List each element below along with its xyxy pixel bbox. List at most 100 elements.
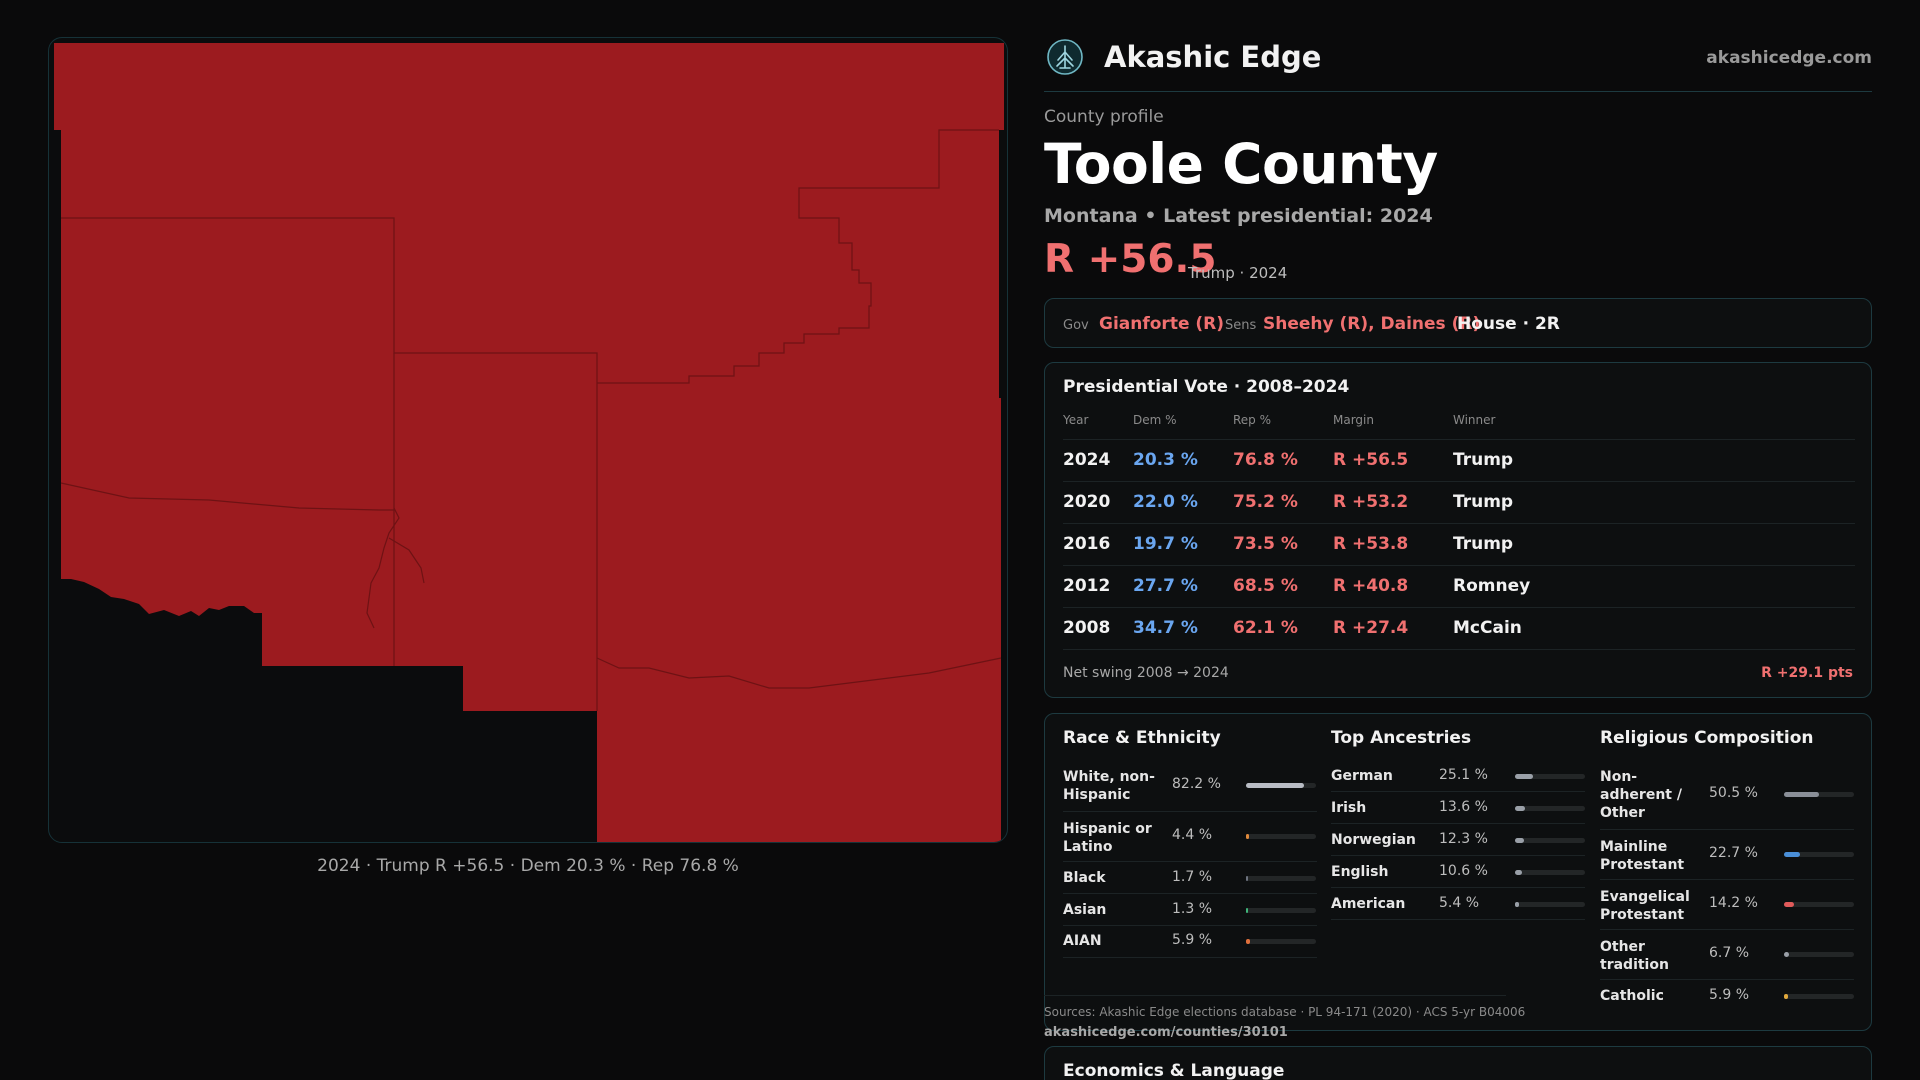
ancestry-pct: 13.6 %: [1439, 799, 1488, 815]
cell-winner: Trump: [1453, 534, 1514, 554]
cell-year: 2016: [1063, 534, 1111, 554]
ancestry-bar-fill: [1515, 838, 1524, 843]
headline-margin: R +56.5: [1044, 237, 1217, 282]
table-row[interactable]: 2020 22.0 % 75.2 % R +53.2 Trump: [1063, 482, 1855, 524]
cell-rep: 62.1 %: [1233, 618, 1298, 638]
ancestry-bar-fill: [1515, 870, 1523, 875]
cell-margin: R +56.5: [1333, 450, 1409, 470]
religion-bar-fill: [1784, 952, 1789, 957]
cell-margin: R +53.2: [1333, 492, 1409, 512]
cell-winner: McCain: [1453, 618, 1522, 638]
religion-bar-fill: [1784, 852, 1800, 857]
house-value: House · 2R: [1457, 314, 1560, 334]
race-pct: 4.4 %: [1172, 827, 1213, 843]
cell-margin: R +27.4: [1333, 618, 1409, 638]
list-item: Mainline Protestant 22.7 %: [1600, 830, 1854, 880]
race-bar-fill: [1246, 939, 1251, 944]
gov-value: Gianforte (R): [1099, 314, 1225, 334]
race-label: Asian: [1063, 902, 1107, 918]
vote-card-title: Presidential Vote · 2008–2024: [1063, 377, 1350, 397]
list-item: Irish 13.6 %: [1331, 792, 1585, 824]
race-bar: [1246, 908, 1316, 913]
race-bar-fill: [1246, 876, 1249, 881]
ancestry-label: German: [1331, 768, 1393, 784]
ancestry-title: Top Ancestries: [1331, 728, 1472, 748]
list-item: AIAN 5.9 %: [1063, 926, 1317, 958]
officials-bar: Gov Gianforte (R) Sens Sheehy (R), Daine…: [1044, 298, 1872, 348]
list-item: German 25.1 %: [1331, 760, 1585, 792]
brand-url-link[interactable]: akashicedge.com: [1706, 48, 1872, 68]
religion-pct: 6.7 %: [1709, 945, 1750, 961]
ancestry-bar-fill: [1515, 774, 1533, 779]
table-row[interactable]: 2016 19.7 % 73.5 % R +53.8 Trump: [1063, 524, 1855, 566]
race-bar: [1246, 939, 1316, 944]
list-item: Non-adherent / Other 50.5 %: [1600, 760, 1854, 830]
brand-name[interactable]: Akashic Edge: [1104, 40, 1322, 74]
ancestry-bar-fill: [1515, 902, 1519, 907]
net-swing-value: R +29.1 pts: [1761, 665, 1853, 681]
ancestry-bar-fill: [1515, 806, 1525, 811]
religion-title: Religious Composition: [1600, 728, 1814, 748]
list-item: Asian 1.3 %: [1063, 894, 1317, 926]
presidential-vote-card: Presidential Vote · 2008–2024 Year Dem %…: [1044, 362, 1872, 698]
list-item: English 10.6 %: [1331, 856, 1585, 888]
ancestry-bar: [1515, 902, 1585, 907]
county-shape[interactable]: [54, 43, 1004, 843]
religion-bar-fill: [1784, 902, 1794, 907]
ancestry-pct: 5.4 %: [1439, 895, 1480, 911]
subdivision-lines: [60, 129, 1002, 711]
ancestry-pct: 25.1 %: [1439, 767, 1488, 783]
religion-bar-fill: [1784, 792, 1820, 797]
race-label: Hispanic or Latino: [1063, 821, 1152, 855]
race-bar-fill: [1246, 783, 1304, 788]
cell-winner: Romney: [1453, 576, 1531, 596]
profile-subtitle: Montana • Latest presidential: 2024: [1044, 205, 1433, 227]
table-row[interactable]: 2008 34.7 % 62.1 % R +27.4 McCain: [1063, 608, 1855, 650]
race-label: AIAN: [1063, 933, 1102, 949]
cell-margin: R +53.8: [1333, 534, 1409, 554]
sources-text: Sources: Akashic Edge elections database…: [1044, 1005, 1526, 1019]
table-row[interactable]: 2024 20.3 % 76.8 % R +56.5 Trump: [1063, 440, 1855, 482]
sens-value: Sheehy (R), Daines (R): [1263, 314, 1481, 334]
demographics-card: Race & Ethnicity White, non-Hispanic 82.…: [1044, 713, 1872, 1031]
net-swing-label: Net swing 2008 → 2024: [1063, 665, 1229, 681]
header-divider: [1063, 439, 1855, 440]
headline-note: Trump · 2024: [1188, 264, 1288, 282]
religion-bar: [1784, 792, 1854, 797]
race-bar: [1246, 834, 1316, 839]
ancestry-label: Norwegian: [1331, 832, 1416, 848]
religion-pct: 22.7 %: [1709, 845, 1758, 861]
cell-rep: 68.5 %: [1233, 576, 1298, 596]
cell-year: 2024: [1063, 450, 1111, 470]
cell-dem: 34.7 %: [1133, 618, 1198, 638]
cell-year: 2020: [1063, 492, 1111, 512]
county-map[interactable]: [48, 37, 1008, 843]
religion-bar: [1784, 852, 1854, 857]
race-pct: 1.3 %: [1172, 901, 1213, 917]
race-title: Race & Ethnicity: [1063, 728, 1221, 748]
cell-rep: 75.2 %: [1233, 492, 1298, 512]
ancestry-label: American: [1331, 896, 1406, 912]
religion-pct: 5.9 %: [1709, 987, 1750, 1003]
col-header-rep: Rep %: [1233, 413, 1272, 427]
cell-winner: Trump: [1453, 492, 1514, 512]
tree-circle-icon[interactable]: [1046, 38, 1084, 76]
race-pct: 82.2 %: [1172, 776, 1221, 792]
cell-rep: 73.5 %: [1233, 534, 1298, 554]
economics-card: Economics & Language: [1044, 1046, 1872, 1080]
ancestry-bar: [1515, 838, 1585, 843]
race-bar-fill: [1246, 834, 1250, 839]
religion-bar: [1784, 952, 1854, 957]
list-item: Evangelical Protestant 14.2 %: [1600, 880, 1854, 930]
table-row[interactable]: 2012 27.7 % 68.5 % R +40.8 Romney: [1063, 566, 1855, 608]
col-header-dem: Dem %: [1133, 413, 1177, 427]
religion-bar: [1784, 994, 1854, 999]
sens-label: Sens: [1225, 318, 1257, 333]
county-permalink[interactable]: akashicedge.com/counties/30101: [1044, 1025, 1288, 1040]
econ-card-title: Economics & Language: [1063, 1061, 1285, 1080]
page-title: Toole County: [1044, 132, 1438, 196]
cell-winner: Trump: [1453, 450, 1514, 470]
religion-label: Mainline Protestant: [1600, 839, 1685, 873]
race-label: Black: [1063, 870, 1106, 886]
cell-dem: 27.7 %: [1133, 576, 1198, 596]
